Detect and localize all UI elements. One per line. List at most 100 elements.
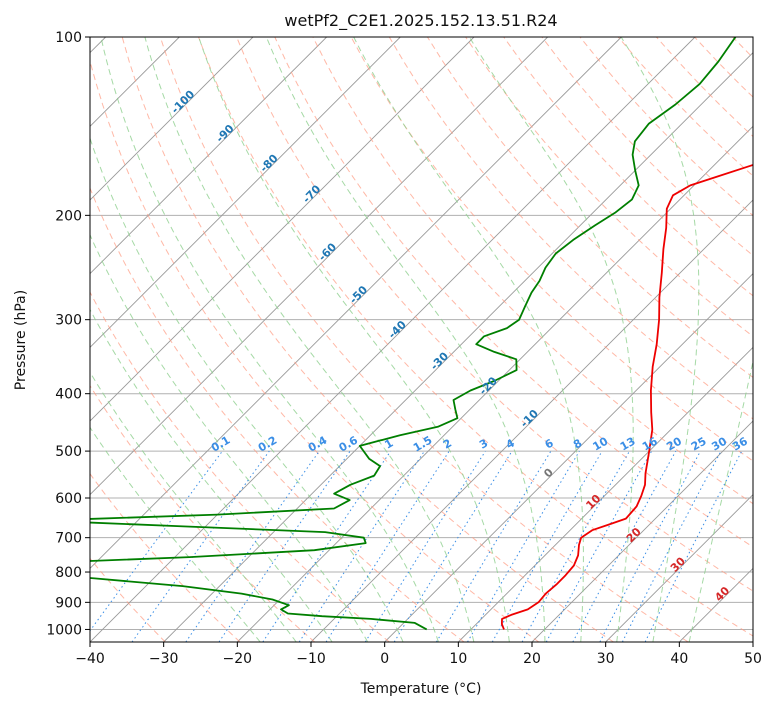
mixing-ratio-line <box>545 450 653 642</box>
dry-adiabat-line <box>90 186 465 642</box>
dry-adiabat-line <box>388 37 753 420</box>
isotherm-lines <box>90 37 753 642</box>
x-axis-ticks: −40 −30 −20 −10 0 10 20 30 40 50 <box>75 642 762 667</box>
dry-adiabat-line <box>90 384 316 642</box>
x-tick-label: −20 <box>223 651 253 667</box>
y-tick-label: 500 <box>55 444 82 460</box>
y-tick-label: 100 <box>55 30 82 46</box>
isotherm-line <box>531 420 753 642</box>
dry-adiabat-line <box>198 37 753 637</box>
isotherm-line <box>237 125 753 642</box>
isotherm-line <box>90 37 254 201</box>
moist-adiabat-line <box>90 233 369 642</box>
isotherm-label: -70 <box>300 182 323 205</box>
plot-frame <box>89 36 754 643</box>
mixing-ratio-lines <box>90 450 743 642</box>
moist-adiabat-line <box>620 37 700 642</box>
moist-adiabat-line <box>90 426 261 642</box>
y-axis-ticks: 100 200 300 400 500 600 700 800 900 1000 <box>46 30 90 638</box>
moist-adiabat-line <box>198 37 510 642</box>
dry-adiabat-line <box>350 37 753 462</box>
dry-adiabat-line <box>90 291 390 642</box>
dry-adiabat-line <box>694 37 753 98</box>
isotherm-label: 10 <box>583 492 603 512</box>
isotherm-label: -10 <box>518 407 541 430</box>
x-tick-label: 50 <box>744 651 762 667</box>
mixing-ratio-label: 3 <box>477 437 490 452</box>
moist-adiabat-line <box>90 371 297 642</box>
moist-adiabat-line <box>353 37 584 642</box>
mixing-ratio-line <box>298 450 425 642</box>
temperature-profile-line <box>501 163 753 630</box>
dry-adiabat-line <box>732 37 753 59</box>
mixing-ratio-label: 2 <box>441 437 454 452</box>
isotherm-line <box>163 52 753 642</box>
moist-adiabat-line <box>468 37 634 642</box>
isotherm-line <box>310 199 753 642</box>
isotherm-label: -50 <box>347 283 370 306</box>
y-tick-label: 700 <box>55 531 82 547</box>
y-tick-label: 900 <box>55 595 82 611</box>
profile-series <box>90 37 753 631</box>
dry-adiabat-line <box>465 37 753 338</box>
dry-adiabat-line <box>159 37 689 642</box>
isotherm-label: -90 <box>213 122 236 145</box>
mixing-ratio-line <box>467 450 580 642</box>
dry-adiabat-line <box>121 37 614 642</box>
mixing-ratio-label: 4 <box>504 436 517 451</box>
isotherm-line <box>679 567 753 642</box>
dry-adiabat-line <box>236 37 753 592</box>
y-tick-label: 200 <box>55 208 82 224</box>
mixing-ratio-line <box>325 450 450 642</box>
x-tick-label: 30 <box>597 651 615 667</box>
y-tick-label: 300 <box>55 313 82 329</box>
isotherm-line <box>90 37 475 422</box>
mixing-ratio-line <box>572 450 677 642</box>
mixing-ratio-line <box>435 450 552 642</box>
x-tick-label: −40 <box>75 651 105 667</box>
isotherm-line <box>90 37 401 348</box>
dry-adiabat-line <box>274 37 753 548</box>
moist-adiabat-line <box>90 136 404 642</box>
isotherm-label: -30 <box>428 349 451 372</box>
isotherm-line <box>90 37 327 275</box>
isotherm-line <box>384 273 753 642</box>
isotherm-label: -40 <box>386 318 409 341</box>
dry-adiabat-line <box>771 37 775 642</box>
dewpoint-profile-line <box>90 37 737 631</box>
dry-adiabat-line <box>90 472 241 642</box>
isotherm-line <box>90 37 622 569</box>
dry-adiabat-line <box>426 37 753 378</box>
dry-adiabat-line <box>656 37 753 138</box>
mixing-ratio-line <box>90 450 223 632</box>
moist-adiabat-line <box>688 358 753 642</box>
dry-adiabat-line <box>90 59 540 642</box>
dry-adiabat-lines <box>90 37 775 642</box>
chart-title: wetPf2_C2E1.2025.152.13.51.R24 <box>284 11 557 31</box>
dry-adiabat-line <box>312 37 753 505</box>
dry-adiabat-line <box>541 37 753 257</box>
moist-adiabat-line <box>144 37 475 642</box>
x-tick-label: 10 <box>449 651 467 667</box>
mixing-ratio-line <box>599 450 701 642</box>
x-tick-label: 0 <box>380 651 389 667</box>
mixing-ratio-label: 1 <box>382 437 395 452</box>
isotherm-label: 20 <box>624 525 644 545</box>
moist-adiabat-line <box>90 308 333 642</box>
isotherm-line <box>752 641 753 642</box>
plot-area: -100-90-80-70-60-50-40-30-20-10010203040… <box>90 37 775 642</box>
x-tick-label: 20 <box>523 651 541 667</box>
isotherm-label: -100 <box>169 87 198 116</box>
mixing-ratio-line <box>393 450 513 642</box>
x-tick-label: −10 <box>296 651 326 667</box>
isotherm-line <box>90 37 548 496</box>
isotherm-label: 40 <box>712 584 732 604</box>
mixing-ratio-line <box>185 450 320 642</box>
y-tick-label: 600 <box>55 491 82 507</box>
x-tick-label: 40 <box>670 651 688 667</box>
mixing-ratio-line <box>644 450 743 642</box>
mixing-ratio-line <box>364 450 486 642</box>
moist-adiabat-lines <box>90 37 753 642</box>
mixing-ratio-label: 6 <box>543 436 556 451</box>
